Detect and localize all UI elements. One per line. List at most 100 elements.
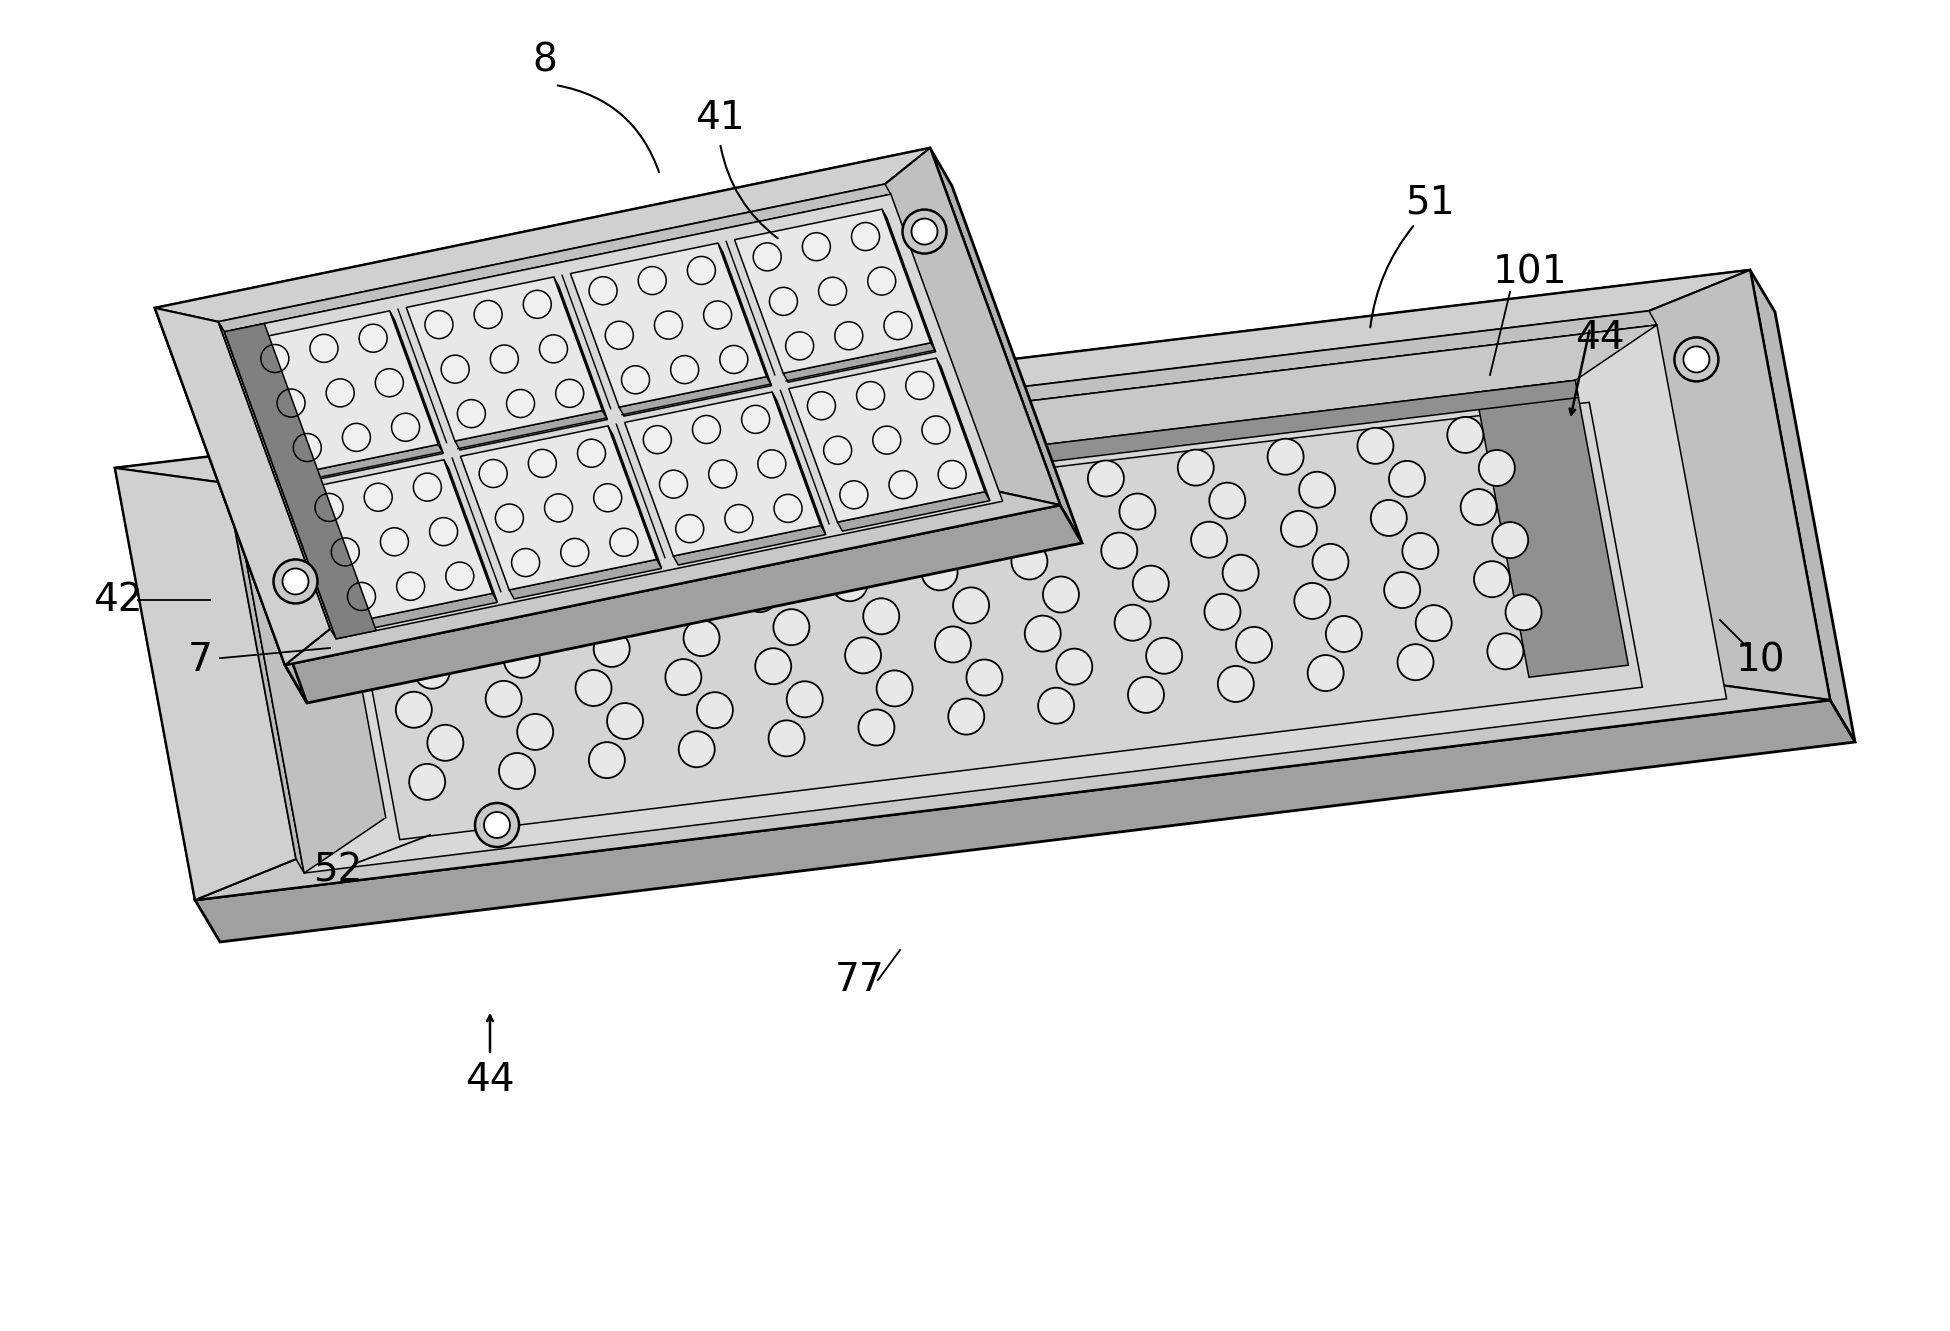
Polygon shape	[445, 459, 497, 603]
Circle shape	[655, 311, 682, 339]
Polygon shape	[735, 209, 930, 373]
Polygon shape	[154, 148, 1061, 666]
Circle shape	[948, 699, 985, 735]
Circle shape	[905, 371, 934, 399]
Circle shape	[1147, 638, 1182, 673]
Circle shape	[425, 310, 452, 338]
Circle shape	[679, 731, 716, 767]
Circle shape	[359, 325, 388, 353]
Circle shape	[343, 423, 370, 451]
Polygon shape	[218, 322, 335, 639]
Circle shape	[1281, 511, 1316, 547]
Circle shape	[1384, 572, 1420, 608]
Circle shape	[427, 725, 464, 761]
Polygon shape	[218, 184, 891, 331]
Circle shape	[696, 692, 733, 728]
Circle shape	[1416, 606, 1451, 642]
Circle shape	[1205, 594, 1240, 630]
Circle shape	[677, 515, 704, 543]
Polygon shape	[608, 426, 661, 568]
Circle shape	[858, 709, 895, 745]
Polygon shape	[718, 244, 772, 386]
Circle shape	[374, 369, 404, 397]
Polygon shape	[885, 148, 1061, 504]
Circle shape	[292, 434, 322, 462]
Polygon shape	[772, 393, 825, 535]
Circle shape	[575, 669, 612, 705]
Circle shape	[1219, 666, 1254, 701]
Circle shape	[741, 406, 770, 434]
Polygon shape	[333, 381, 1578, 548]
Text: 101: 101	[1494, 253, 1568, 291]
Circle shape	[755, 648, 792, 684]
Circle shape	[593, 483, 622, 511]
Circle shape	[671, 548, 706, 584]
Circle shape	[774, 494, 801, 522]
Circle shape	[1371, 500, 1406, 536]
Circle shape	[540, 335, 567, 363]
Text: 42: 42	[94, 582, 142, 619]
Circle shape	[277, 389, 304, 417]
Circle shape	[447, 562, 474, 590]
Circle shape	[622, 366, 649, 394]
Polygon shape	[784, 343, 936, 382]
Circle shape	[1295, 583, 1330, 619]
Circle shape	[606, 703, 644, 739]
Circle shape	[770, 287, 798, 315]
Circle shape	[562, 598, 599, 634]
Text: 8: 8	[532, 41, 558, 79]
Circle shape	[1236, 627, 1271, 663]
Circle shape	[938, 461, 965, 488]
Polygon shape	[154, 148, 930, 322]
Circle shape	[484, 812, 511, 839]
Circle shape	[562, 539, 589, 567]
Polygon shape	[837, 491, 991, 531]
Circle shape	[380, 528, 408, 556]
Circle shape	[413, 473, 441, 500]
Circle shape	[589, 743, 624, 779]
Circle shape	[850, 526, 885, 562]
Circle shape	[922, 417, 950, 445]
Circle shape	[1312, 544, 1349, 580]
Text: 77: 77	[835, 961, 885, 1000]
Circle shape	[883, 311, 913, 339]
Polygon shape	[291, 445, 443, 484]
Circle shape	[396, 692, 431, 728]
Circle shape	[638, 266, 667, 294]
Polygon shape	[226, 311, 1658, 498]
Circle shape	[1119, 494, 1156, 530]
Polygon shape	[454, 410, 606, 450]
Circle shape	[1478, 450, 1515, 486]
Circle shape	[1057, 648, 1092, 684]
Circle shape	[347, 583, 376, 611]
Polygon shape	[285, 504, 1082, 703]
Circle shape	[665, 659, 702, 695]
Circle shape	[581, 559, 616, 595]
Circle shape	[400, 580, 437, 616]
Circle shape	[1102, 532, 1137, 568]
Circle shape	[801, 233, 831, 261]
Polygon shape	[234, 498, 386, 873]
Circle shape	[1461, 488, 1498, 524]
Polygon shape	[234, 325, 1658, 531]
Polygon shape	[554, 277, 606, 419]
Polygon shape	[390, 311, 443, 454]
Circle shape	[708, 461, 737, 488]
Circle shape	[544, 494, 573, 522]
Circle shape	[261, 345, 289, 373]
Circle shape	[528, 450, 556, 478]
Circle shape	[369, 547, 406, 583]
Circle shape	[720, 346, 747, 374]
Circle shape	[954, 587, 989, 623]
Circle shape	[1308, 655, 1344, 691]
Circle shape	[310, 334, 337, 362]
Circle shape	[692, 415, 720, 443]
Circle shape	[1178, 450, 1213, 486]
Circle shape	[489, 345, 519, 373]
Circle shape	[922, 554, 957, 591]
Circle shape	[332, 538, 359, 566]
Polygon shape	[936, 358, 991, 500]
Circle shape	[878, 671, 913, 707]
Circle shape	[517, 713, 554, 749]
Polygon shape	[460, 426, 657, 590]
